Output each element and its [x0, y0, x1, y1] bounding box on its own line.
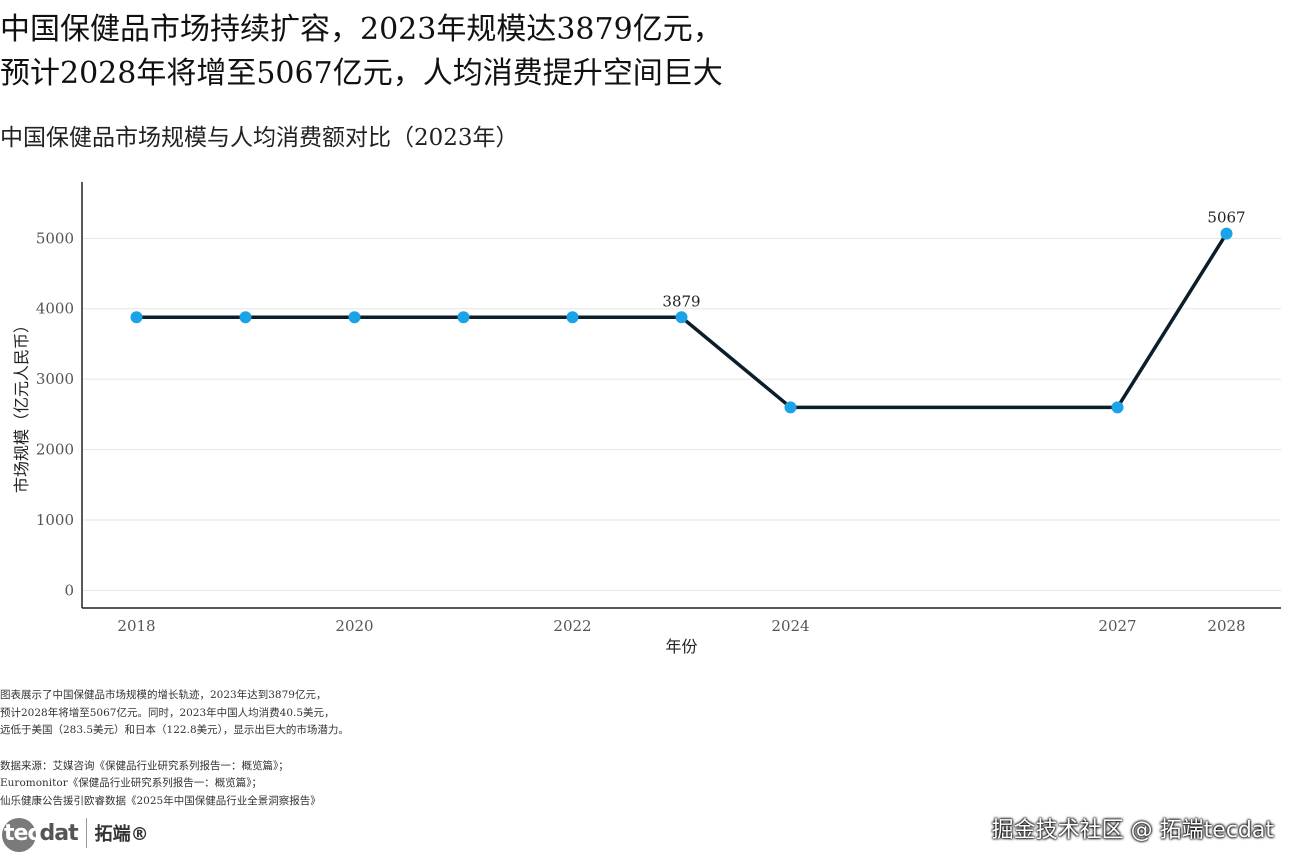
headline-line-2: 预计2028年将增至5067亿元，人均消费提升空间巨大 [0, 56, 723, 91]
chart-subtitle: 中国保健品市场规模与人均消费额对比（2023年） [0, 125, 519, 151]
data-point-2023 [675, 311, 688, 324]
x-axis-label: 年份 [665, 637, 697, 656]
data-point-2028 [1220, 227, 1233, 240]
market-size-line-chart: 0 1000 2000 3000 4000 5000 2018 2020 2022 2024 202… [12, 182, 1281, 656]
y-tick-label-1000: 1000 [36, 511, 74, 529]
data-label-2028: 5067 [1207, 209, 1245, 227]
note-source-2: Euromonitor《保健品行业研究系列报告一：概览篇》； [0, 777, 262, 789]
note-desc-1: 图表展示了中国保健品市场规模的增长轨迹，2023年达到3879亿元， [0, 689, 327, 701]
note-desc-3: 远低于美国（283.5美元）和日本（122.8美元），显示出巨大的市场潜力。 [0, 724, 349, 736]
note-source-3: 仙乐健康公告援引欧睿数据《2025年中国保健品行业全景洞察报告》 [0, 794, 321, 807]
headline-line-1: 中国保健品市场持续扩容，2023年规模达3879亿元， [0, 12, 723, 47]
chart-notes: 图表展示了中国保健品市场规模的增长轨迹，2023年达到3879亿元， 预计202… [0, 687, 349, 810]
data-point-2024 [784, 401, 797, 414]
y-tick-label-5000: 5000 [36, 229, 74, 247]
logo-divider [85, 818, 87, 848]
data-point-2018 [130, 311, 143, 324]
y-tick-label-4000: 4000 [36, 300, 74, 318]
tecdat-logo: tecdat 拓端® [2, 817, 149, 852]
x-tick-label-2027: 2027 [1098, 617, 1136, 635]
y-axis-label: 市场规模（亿元人民币） [12, 317, 31, 493]
data-point-2021 [457, 311, 470, 324]
x-tick-label-2020: 2020 [335, 617, 373, 635]
y-tick-label-2000: 2000 [36, 441, 74, 459]
y-tick-label-0: 0 [64, 581, 74, 599]
headline: 中国保健品市场持续扩容，2023年规模达3879亿元， 预计2028年将增至50… [0, 8, 900, 96]
tecdat-logo-mark: tecdat [2, 817, 79, 852]
data-label-2023: 3879 [662, 292, 700, 310]
note-source-1: 数据来源：艾媒咨询《保健品行业研究系列报告一：概览篇》； [0, 759, 289, 772]
x-tick-label-2028: 2028 [1207, 617, 1245, 635]
watermark: 掘金技术社区 @ 拓端tecdat [991, 818, 1274, 843]
data-point-2022 [566, 311, 579, 324]
x-tick-label-2022: 2022 [553, 617, 591, 635]
y-tick-label-3000: 3000 [36, 370, 74, 388]
data-point-2020 [348, 311, 361, 324]
x-tick-label-2024: 2024 [771, 617, 809, 635]
note-desc-2: 预计2028年将增至5067亿元。同时，2023年中国人均消费40.5美元， [0, 706, 335, 719]
data-point-2027 [1111, 401, 1124, 414]
data-point-2019 [239, 311, 252, 324]
logo-cn-text: 拓端® [94, 824, 149, 845]
x-tick-label-2018: 2018 [117, 617, 155, 635]
